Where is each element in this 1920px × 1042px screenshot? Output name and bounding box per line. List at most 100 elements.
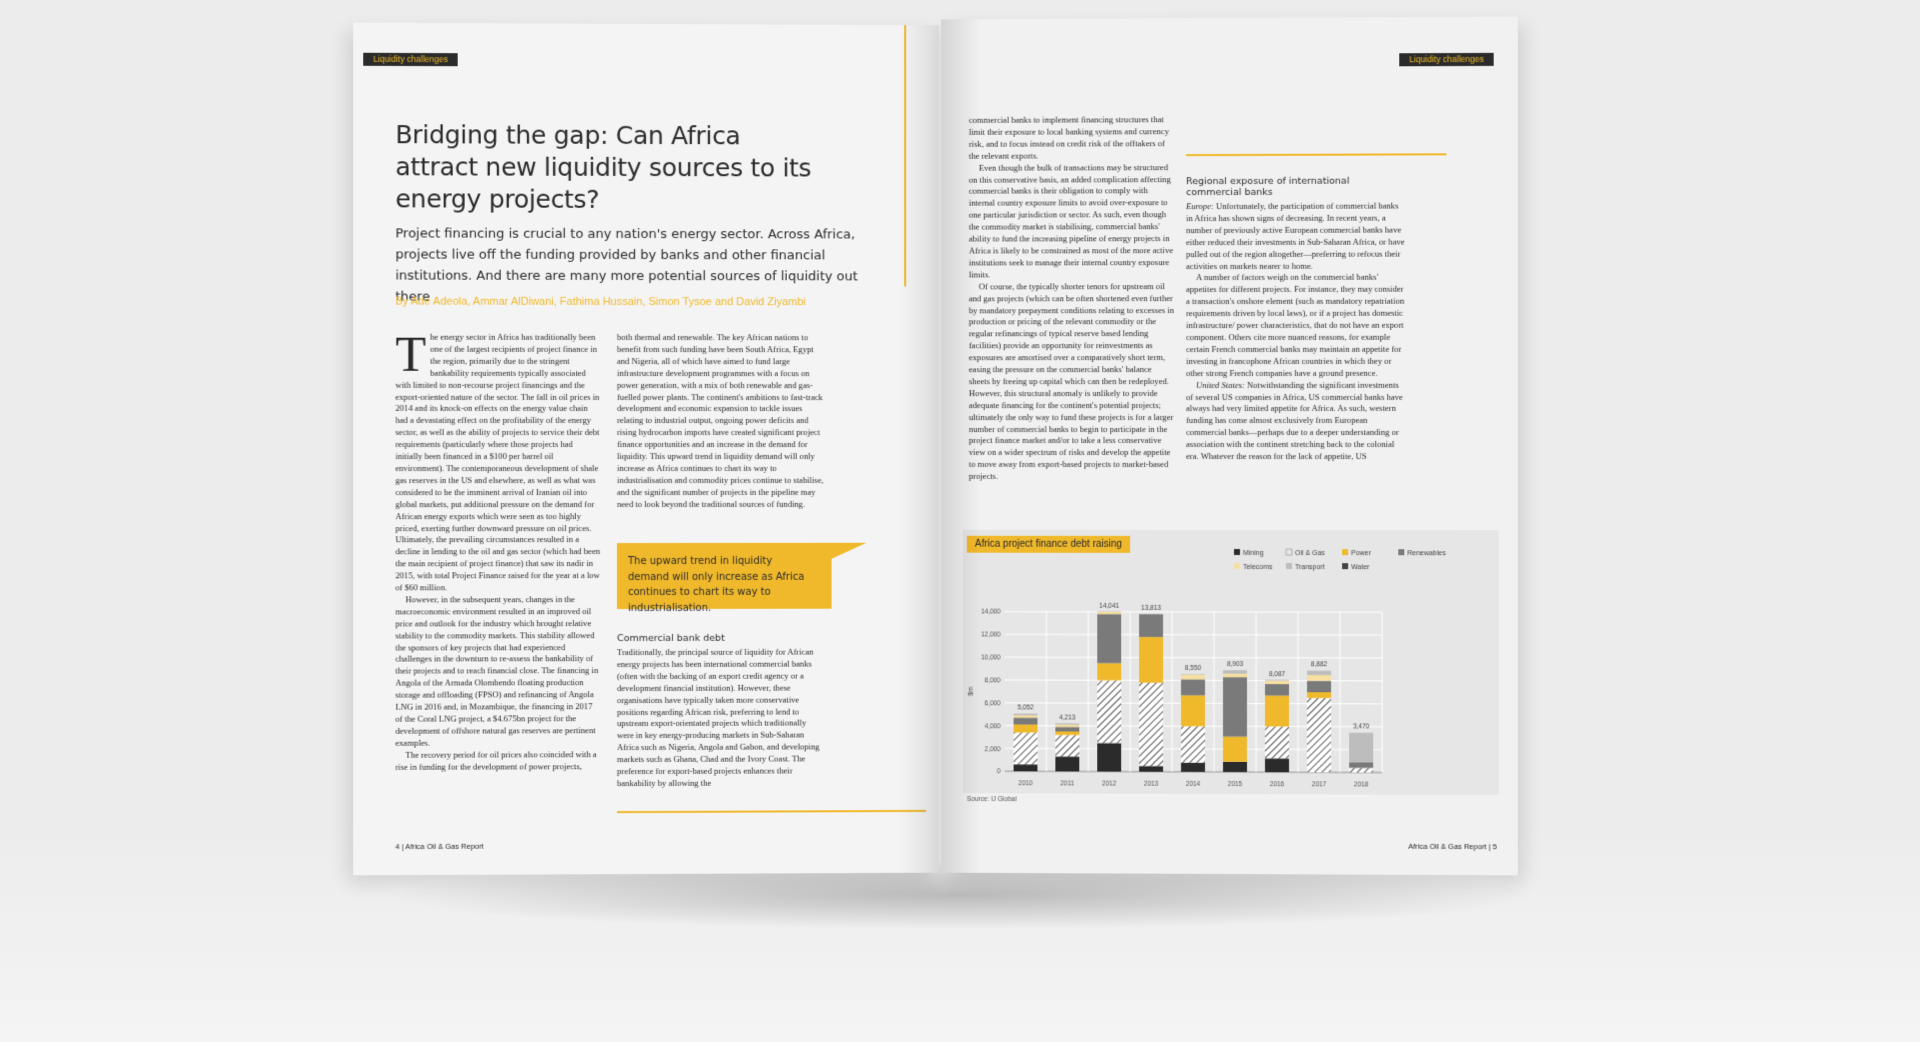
bar-segment-oil-gas [1139,682,1164,767]
bar-total-label: 8,903 [1227,661,1244,668]
article-title: Bridging the gap: Can Africa attract new… [395,120,812,214]
bar-segment-mining [1055,756,1080,772]
y-tick-label: 10,000 [981,655,1001,662]
grid-line [1005,634,1383,635]
bar-segment-telecoms [1181,674,1206,680]
legend-label: Power [1351,550,1372,557]
bar-segment-transport [1055,723,1080,725]
x-tick-label: 2012 [1102,781,1117,788]
subheading-commercial-bank-debt: Commercial bank debt [617,632,725,645]
x-tick-label: 2013 [1144,781,1159,788]
page-folio-right: Africa Oil & Gas Report | 5 [1408,841,1497,852]
left-page: Liquidity challenges Bridging the gap: C… [353,22,939,876]
bar-segment-telecoms [1013,715,1038,718]
grid-line [1005,657,1383,658]
bar-segment-transport [1181,674,1206,676]
legend-swatch [1284,548,1292,556]
body-column-3: commercial banks to implement financing … [969,114,1174,483]
legend-swatch [1342,563,1349,570]
bar-segment-transport [1349,732,1374,763]
section-tag: Liquidity challenges [363,52,458,67]
y-tick-label: 6,000 [985,700,1002,707]
body-column-4: Europe: Unfortunately, the participation… [1186,201,1406,463]
pull-quote-box [617,542,867,610]
article-byline: By Ade Adeola, Ammar AlDiwani, Fathima H… [395,295,806,309]
section-tag: Liquidity challenges [1399,52,1494,67]
legend-label: Renewables [1407,550,1446,557]
bar-segment-telecoms [1055,724,1080,727]
bar-segment-renewables [1097,614,1122,664]
bar-segment-mining [1264,757,1289,772]
bar-segment-power [1307,692,1332,698]
y-tick-label: 8,000 [985,677,1002,684]
bar-segment-oil-gas [1097,680,1122,744]
legend-swatch [1285,562,1292,569]
x-tick-label: 2011 [1060,780,1074,787]
legend-label: Water [1351,564,1370,571]
gutter-shade [941,19,981,873]
bar-segment-power [1139,636,1164,683]
bar-segment-renewables [1055,726,1080,732]
legend-swatch [1398,549,1405,556]
bar-segment-renewables [1013,717,1038,725]
bar-total-label: 8,087 [1269,671,1286,678]
bar-total-label: 3,470 [1353,724,1370,731]
body-paragraph: Of course, the typically shorter tenors … [968,280,1175,482]
bar-segment-transport [1264,679,1289,681]
bar-segment-oil-gas [1055,734,1080,757]
body-paragraph: commercial banks to implement financing … [968,114,1170,161]
bar-segment-telecoms [1307,675,1332,681]
bar-total-label: 14,041 [1099,602,1119,609]
legend-swatch [1342,549,1349,556]
bar-segment-telecoms [1097,611,1122,615]
bar-segment-mining [1013,764,1038,772]
page-folio-left: 4 | Africa Oil & Gas Report [395,841,484,852]
x-tick-label: 2015 [1228,781,1243,788]
bar-total-label: 8,550 [1185,665,1202,672]
legend-label: Mining [1243,550,1264,557]
bar-segment-renewables [1181,679,1206,696]
bar-total-label: 5,052 [1017,705,1034,712]
bar-segment-mining [1097,743,1122,772]
legend-swatch [1233,548,1240,555]
bar-segment-power [1223,736,1247,762]
body-paragraph: Europe: Unfortunately, the participation… [1186,200,1405,271]
bar-segment-transport [1097,611,1122,612]
bar-segment-oil-gas [1181,726,1206,764]
bar-segment-telecoms [1264,680,1289,684]
stacked-bar-chart: 0 2,000 4,000 6,000 8,000 10,000 12,000 14,000 $… [968,548,1446,789]
legend-swatch [1233,562,1240,569]
bar-segment-transport [1307,670,1332,676]
y-tick-label: 0 [997,769,1001,776]
bar-segment-power [1013,724,1038,733]
bar-segment-renewables [1223,677,1247,737]
accent-horizontal-rule [1186,153,1447,157]
y-axis-label: $m [968,686,975,696]
body-paragraph: The recovery period for oil prices also … [395,748,597,772]
gutter-shade [899,25,939,873]
x-tick-label: 2018 [1354,781,1369,788]
subheading-regional-exposure: Regional exposure of international comme… [1186,175,1350,199]
body-column-2b: Traditionally, the principal source of l… [617,647,825,790]
pull-quote-text: The upward trend in liquidity demand wil… [628,555,805,614]
body-paragraph: United States: Notwithstanding the signi… [1186,379,1403,462]
body-paragraph: However, in the subsequent years, change… [395,594,599,748]
x-tick-label: 2010 [1018,780,1033,787]
x-tick-label: 2017 [1312,781,1327,788]
body-paragraph: Even though the bulk of transactions may… [968,161,1174,279]
bar-segment-power [1055,731,1080,735]
bar-segment-renewables [1349,762,1374,768]
bar-segment-power [1181,695,1206,727]
accent-horizontal-rule [617,809,927,814]
x-tick-label: 2016 [1270,781,1285,788]
bar-segment-power [1264,695,1289,727]
bar-segment-oil-gas [1349,767,1374,773]
body-paragraph: Traditionally, the principal source of l… [617,646,820,789]
bar-segment-transport [1013,713,1038,716]
x-tick-label: 2014 [1186,781,1201,788]
bar-total-label: 8,882 [1311,662,1328,669]
bar-segment-telecoms [1223,673,1247,678]
bar-segment-renewables [1139,614,1164,638]
bar-segment-mining [1181,762,1206,773]
bar-segment-mining [1223,761,1247,773]
